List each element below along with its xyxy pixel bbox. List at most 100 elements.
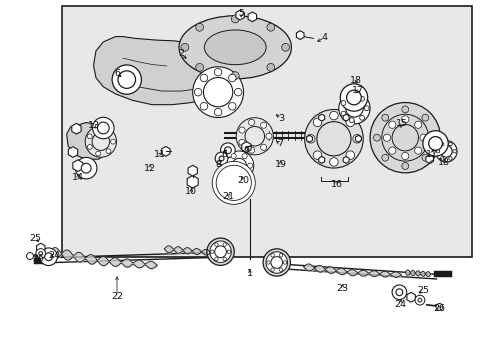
Ellipse shape bbox=[92, 133, 110, 150]
Ellipse shape bbox=[232, 158, 246, 173]
Ellipse shape bbox=[234, 89, 242, 96]
Ellipse shape bbox=[231, 172, 236, 178]
Ellipse shape bbox=[215, 164, 252, 201]
Ellipse shape bbox=[441, 145, 452, 157]
Ellipse shape bbox=[305, 109, 363, 168]
Ellipse shape bbox=[415, 295, 425, 305]
Ellipse shape bbox=[266, 133, 272, 139]
Ellipse shape bbox=[266, 252, 288, 273]
Ellipse shape bbox=[373, 134, 380, 141]
Text: 2: 2 bbox=[178, 49, 184, 58]
Ellipse shape bbox=[392, 125, 418, 151]
Ellipse shape bbox=[193, 67, 244, 117]
Ellipse shape bbox=[87, 134, 92, 139]
Text: 13: 13 bbox=[88, 121, 99, 130]
Text: 25: 25 bbox=[417, 286, 429, 295]
Ellipse shape bbox=[224, 151, 254, 180]
Ellipse shape bbox=[214, 68, 222, 76]
Ellipse shape bbox=[204, 30, 266, 65]
Ellipse shape bbox=[215, 243, 218, 246]
Ellipse shape bbox=[441, 157, 444, 160]
Ellipse shape bbox=[360, 96, 365, 101]
Ellipse shape bbox=[242, 154, 247, 159]
Ellipse shape bbox=[181, 44, 189, 51]
Ellipse shape bbox=[330, 111, 338, 120]
Ellipse shape bbox=[96, 151, 100, 156]
Text: 23: 23 bbox=[337, 284, 349, 293]
Ellipse shape bbox=[220, 143, 235, 158]
Ellipse shape bbox=[267, 63, 275, 71]
Polygon shape bbox=[67, 123, 106, 159]
Ellipse shape bbox=[223, 243, 226, 246]
Ellipse shape bbox=[370, 103, 441, 173]
Polygon shape bbox=[188, 165, 197, 176]
Text: 7: 7 bbox=[278, 139, 284, 148]
Ellipse shape bbox=[75, 157, 97, 179]
Ellipse shape bbox=[261, 122, 267, 128]
Ellipse shape bbox=[340, 84, 368, 111]
Ellipse shape bbox=[215, 257, 218, 261]
Ellipse shape bbox=[279, 268, 283, 271]
Ellipse shape bbox=[283, 261, 287, 264]
Ellipse shape bbox=[112, 65, 142, 94]
Ellipse shape bbox=[402, 163, 409, 170]
Polygon shape bbox=[248, 12, 257, 22]
Ellipse shape bbox=[248, 147, 255, 153]
Ellipse shape bbox=[196, 63, 203, 71]
Ellipse shape bbox=[238, 192, 244, 198]
Text: 20: 20 bbox=[238, 176, 249, 185]
Ellipse shape bbox=[227, 250, 231, 253]
Ellipse shape bbox=[382, 114, 429, 161]
Ellipse shape bbox=[215, 246, 226, 257]
Ellipse shape bbox=[81, 163, 91, 173]
Ellipse shape bbox=[429, 136, 442, 150]
Ellipse shape bbox=[271, 257, 283, 268]
Ellipse shape bbox=[263, 249, 291, 276]
Ellipse shape bbox=[267, 261, 270, 264]
Ellipse shape bbox=[389, 147, 396, 154]
Polygon shape bbox=[94, 37, 221, 105]
Polygon shape bbox=[307, 135, 313, 142]
Text: 16: 16 bbox=[331, 180, 343, 189]
Ellipse shape bbox=[223, 192, 230, 198]
Polygon shape bbox=[162, 147, 170, 156]
Ellipse shape bbox=[382, 114, 389, 121]
Ellipse shape bbox=[179, 16, 292, 79]
Ellipse shape bbox=[317, 122, 351, 156]
Ellipse shape bbox=[382, 154, 389, 161]
Ellipse shape bbox=[245, 180, 251, 186]
Ellipse shape bbox=[267, 23, 275, 31]
Ellipse shape bbox=[339, 93, 370, 124]
Polygon shape bbox=[72, 123, 81, 134]
Ellipse shape bbox=[98, 122, 109, 134]
Ellipse shape bbox=[87, 144, 92, 149]
Ellipse shape bbox=[360, 116, 365, 120]
Ellipse shape bbox=[239, 127, 245, 133]
Ellipse shape bbox=[453, 150, 456, 153]
Ellipse shape bbox=[418, 298, 422, 302]
Ellipse shape bbox=[422, 154, 429, 161]
Ellipse shape bbox=[436, 150, 440, 153]
Polygon shape bbox=[426, 155, 434, 163]
Ellipse shape bbox=[423, 131, 448, 156]
Ellipse shape bbox=[436, 140, 457, 162]
Ellipse shape bbox=[422, 114, 429, 121]
Ellipse shape bbox=[271, 253, 274, 257]
Ellipse shape bbox=[223, 257, 226, 261]
Ellipse shape bbox=[203, 77, 233, 107]
Ellipse shape bbox=[402, 152, 409, 159]
Ellipse shape bbox=[349, 118, 354, 122]
Ellipse shape bbox=[214, 108, 222, 116]
Text: 6: 6 bbox=[221, 150, 227, 159]
Text: 15: 15 bbox=[396, 119, 408, 128]
Text: 3: 3 bbox=[278, 114, 284, 123]
Ellipse shape bbox=[247, 163, 253, 168]
Ellipse shape bbox=[349, 94, 354, 99]
Ellipse shape bbox=[200, 103, 208, 110]
Polygon shape bbox=[236, 10, 245, 20]
Ellipse shape bbox=[345, 99, 363, 117]
Text: 26: 26 bbox=[32, 254, 44, 263]
Ellipse shape bbox=[225, 163, 231, 168]
Text: 8: 8 bbox=[216, 160, 221, 169]
Ellipse shape bbox=[430, 134, 437, 141]
